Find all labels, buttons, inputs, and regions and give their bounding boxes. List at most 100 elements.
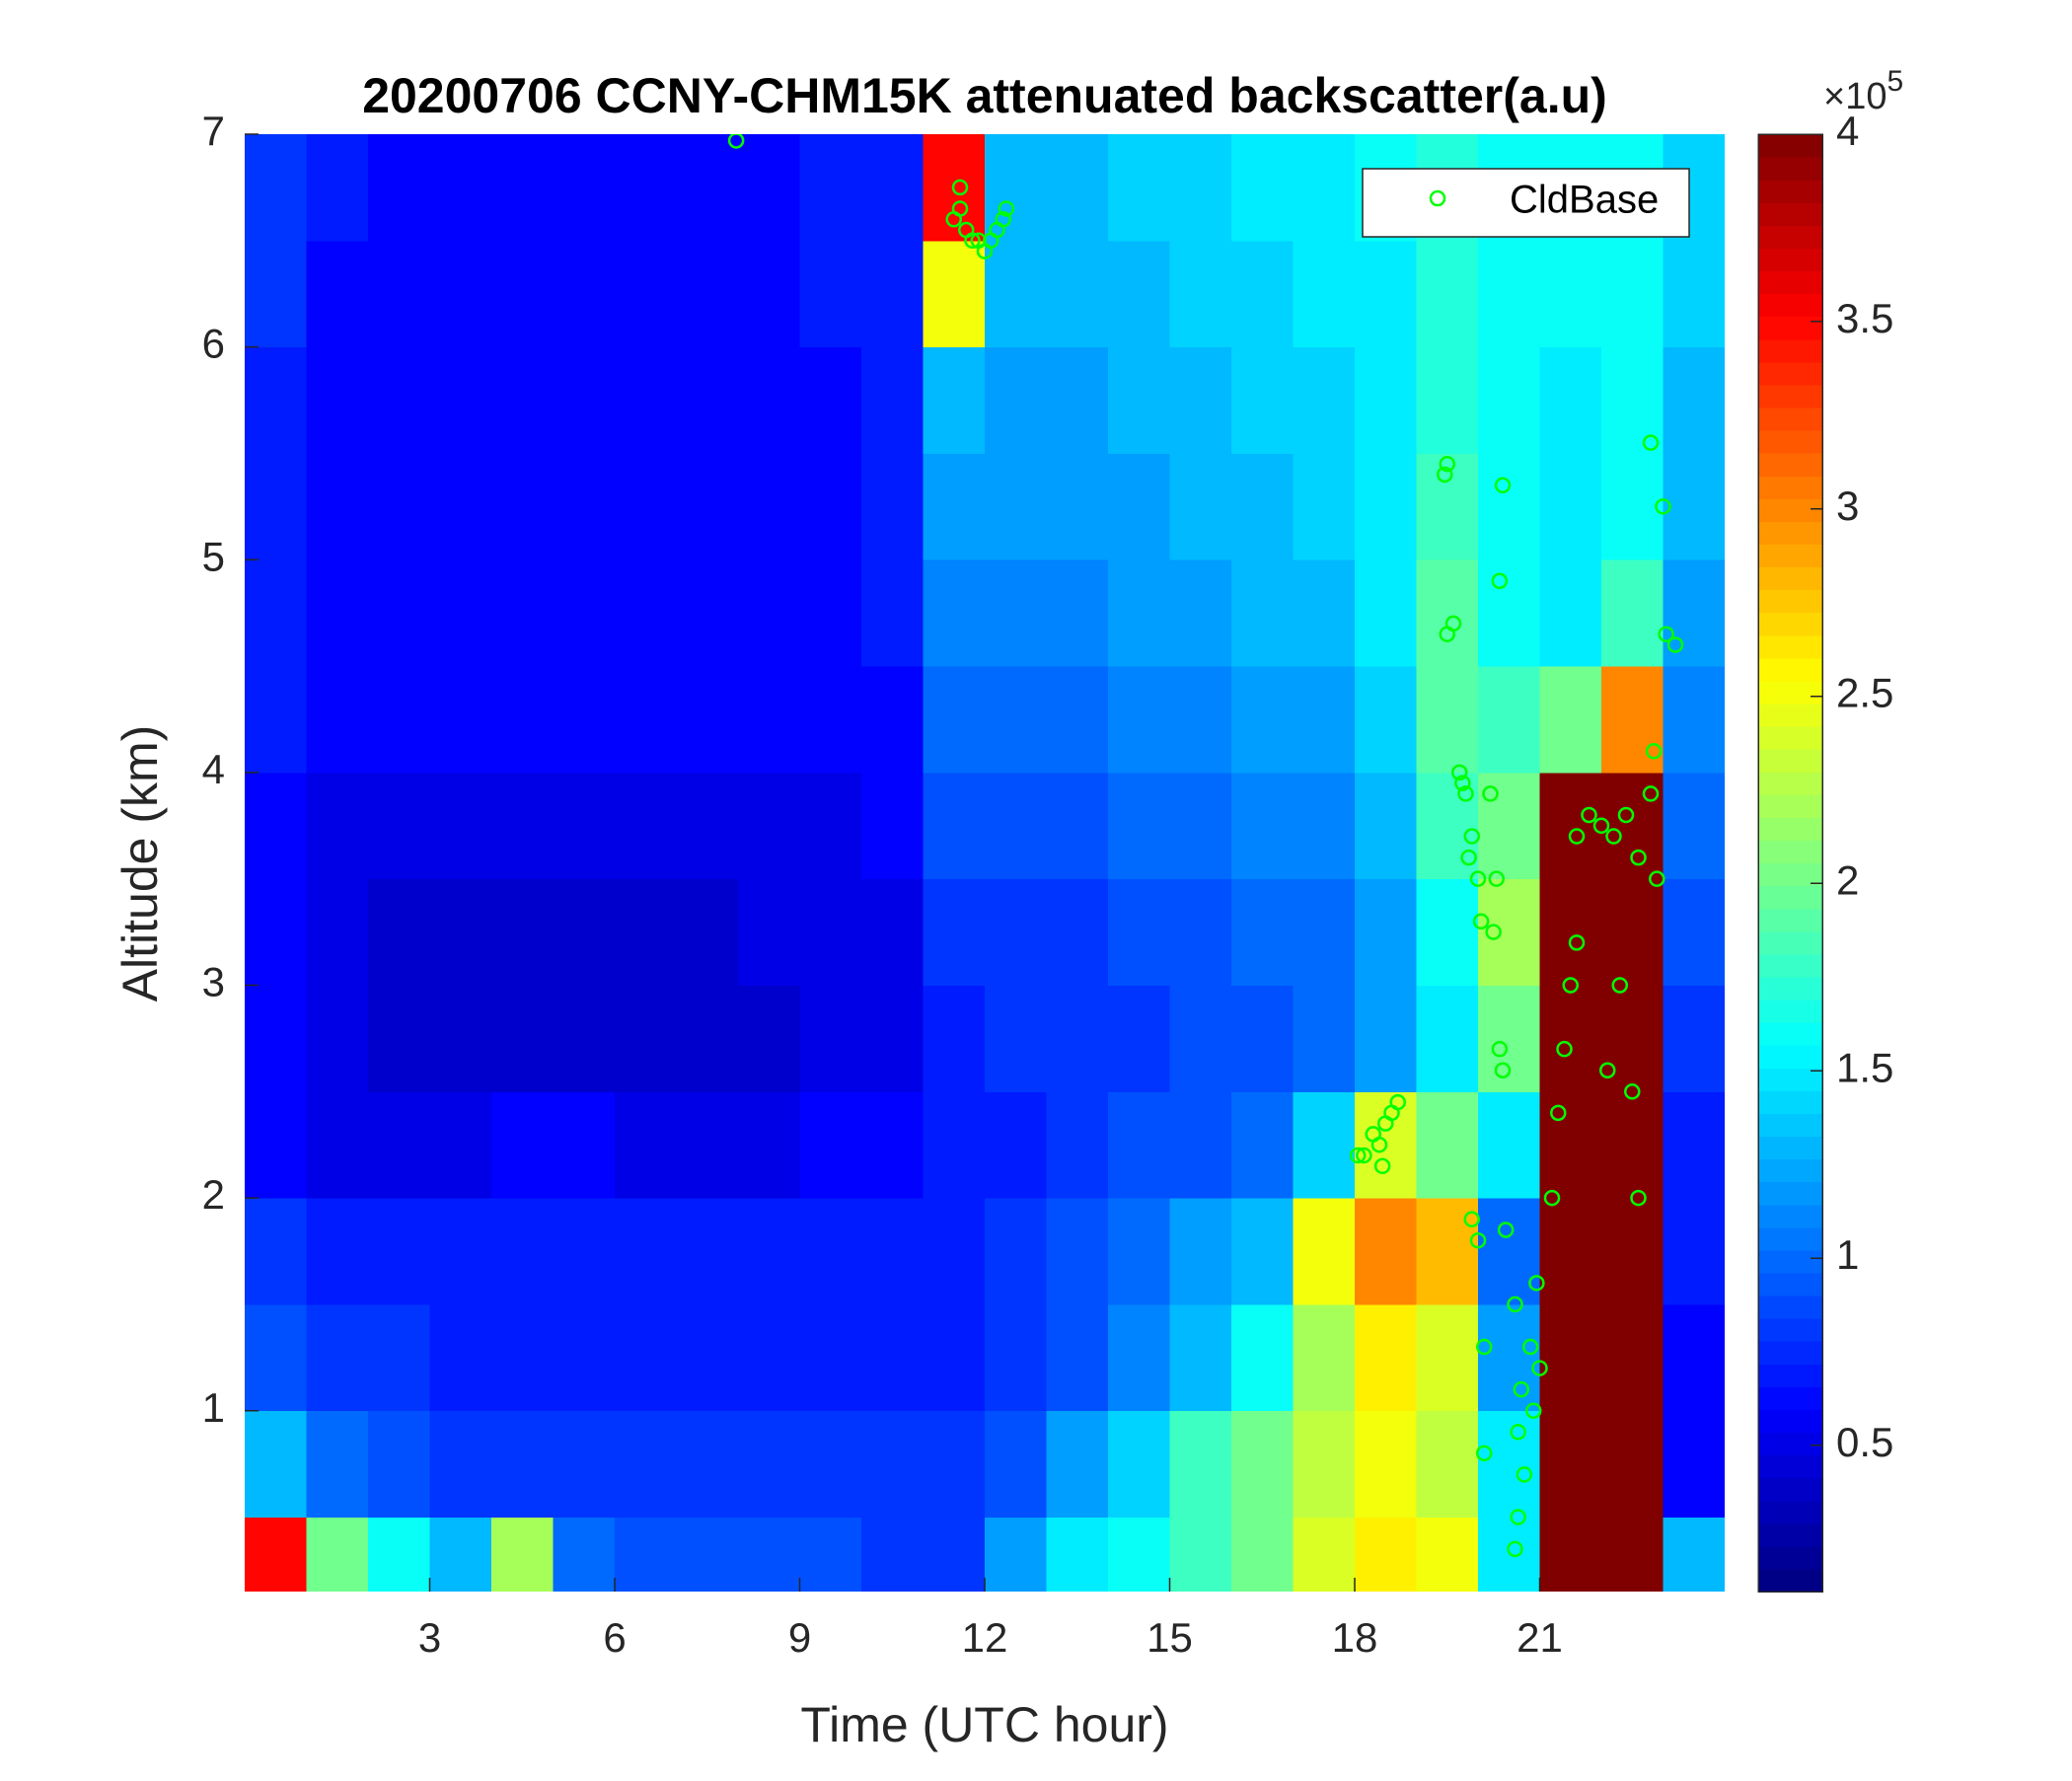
heatmap-cell bbox=[245, 985, 307, 1092]
heatmap-cell bbox=[491, 1303, 554, 1412]
heatmap-cell bbox=[861, 1303, 924, 1412]
colorbar-band bbox=[1758, 589, 1822, 614]
heatmap-cell bbox=[429, 346, 492, 454]
heatmap-cell bbox=[923, 878, 986, 986]
cloud-base-point bbox=[1592, 817, 1610, 835]
heatmap-cell bbox=[615, 1517, 677, 1592]
heatmap-cell bbox=[245, 240, 307, 348]
heatmap-cell bbox=[799, 1198, 862, 1305]
heatmap-cell bbox=[245, 1091, 307, 1199]
cloud-base-point bbox=[1550, 1104, 1567, 1122]
heatmap-cell bbox=[1231, 134, 1294, 242]
heatmap-cell bbox=[306, 878, 369, 986]
heatmap-cell bbox=[738, 1410, 800, 1519]
cloud-base-point bbox=[1599, 1062, 1616, 1078]
heatmap-cell bbox=[306, 1091, 369, 1199]
heatmap-cell bbox=[1539, 1303, 1602, 1412]
heatmap-cell bbox=[1231, 240, 1294, 348]
heatmap-cell bbox=[368, 346, 430, 454]
heatmap-cell bbox=[491, 1198, 554, 1305]
heatmap-cell bbox=[1355, 985, 1417, 1092]
heatmap-cell bbox=[1355, 1303, 1417, 1412]
heatmap-cell bbox=[985, 346, 1047, 454]
heatmap-cell bbox=[861, 1091, 924, 1199]
cloud-base-point bbox=[1642, 434, 1660, 451]
y-tick-label: 7 bbox=[202, 108, 225, 154]
heatmap-cell bbox=[1601, 1303, 1664, 1412]
heatmap-cell bbox=[1663, 240, 1725, 348]
heatmap-cell bbox=[1416, 985, 1479, 1092]
heatmap-cell bbox=[1539, 772, 1602, 880]
heatmap-cell bbox=[861, 346, 924, 454]
heatmap-cell bbox=[306, 1517, 369, 1592]
cloud-base-point bbox=[1543, 1189, 1561, 1207]
cloud-base-point bbox=[1437, 466, 1453, 483]
heatmap-cell bbox=[985, 878, 1047, 986]
heatmap-cell bbox=[1293, 666, 1356, 774]
heatmap-cell bbox=[1046, 134, 1109, 242]
heatmap-cell bbox=[738, 985, 800, 1092]
cloud-base-point bbox=[1494, 477, 1512, 494]
heatmap-cell bbox=[1355, 559, 1417, 667]
colorbar-band bbox=[1758, 1158, 1822, 1183]
heatmap-cell bbox=[1231, 1517, 1294, 1592]
heatmap-cell bbox=[1293, 985, 1356, 1092]
heatmap-cell bbox=[799, 559, 862, 667]
colorbar-band bbox=[1758, 1272, 1822, 1297]
heatmap-cell bbox=[429, 1410, 492, 1519]
y-tick-label: 2 bbox=[202, 1171, 225, 1218]
heatmap-cell bbox=[738, 1303, 800, 1412]
colorbar-band bbox=[1758, 1090, 1822, 1114]
heatmap-cell bbox=[306, 772, 369, 880]
heatmap-cell bbox=[676, 1410, 739, 1519]
cloud-base-point bbox=[1666, 636, 1684, 653]
heatmap-cell bbox=[429, 240, 492, 348]
cloud-base-point bbox=[1444, 615, 1462, 632]
heatmap-cell bbox=[1478, 346, 1540, 454]
heatmap-cell bbox=[306, 240, 369, 348]
colorbar-band bbox=[1758, 772, 1822, 795]
heatmap-cell bbox=[245, 134, 307, 242]
colorbar-band bbox=[1758, 361, 1822, 386]
colorbar-band bbox=[1758, 976, 1822, 1001]
heatmap-cell bbox=[1169, 559, 1232, 667]
heatmap-cell bbox=[1663, 1091, 1725, 1199]
heatmap-cell bbox=[1416, 1091, 1479, 1199]
heatmap-cell bbox=[1169, 1198, 1232, 1305]
heatmap-cell bbox=[1663, 346, 1725, 454]
cloud-base-point bbox=[1482, 785, 1499, 802]
heatmap-cell bbox=[615, 453, 677, 560]
heatmap-cell bbox=[861, 985, 924, 1092]
heatmap-cell bbox=[861, 134, 924, 242]
heatmap-cell bbox=[985, 772, 1047, 880]
heatmap-cell bbox=[985, 1303, 1047, 1412]
legend-marker bbox=[1429, 189, 1446, 207]
colorbar-tick-label: 3.5 bbox=[1836, 295, 1893, 341]
heatmap-cell bbox=[1416, 1410, 1479, 1519]
heatmap-cell bbox=[1293, 346, 1356, 454]
heatmap-cell bbox=[1293, 134, 1356, 242]
heatmap-cell bbox=[985, 1198, 1047, 1305]
heatmap-cell bbox=[1108, 134, 1170, 242]
colorbar-band bbox=[1758, 1500, 1822, 1524]
heatmap-cell bbox=[676, 772, 739, 880]
heatmap-cell bbox=[1293, 453, 1356, 560]
heatmap-cell bbox=[1293, 1410, 1356, 1519]
heatmap-cell bbox=[1478, 1410, 1540, 1519]
heatmap-cell bbox=[368, 985, 430, 1092]
cloud-base-point bbox=[964, 232, 981, 250]
heatmap-cell bbox=[368, 666, 430, 774]
colorbar-band bbox=[1758, 498, 1822, 522]
heatmap-cell bbox=[1416, 772, 1479, 880]
heatmap-cell bbox=[306, 1198, 369, 1305]
heatmap-cell bbox=[491, 878, 554, 986]
cloud-base-point bbox=[1439, 455, 1455, 473]
heatmap-cell bbox=[923, 1091, 986, 1199]
colorbar-band bbox=[1758, 657, 1822, 682]
heatmap-cell bbox=[1108, 1410, 1170, 1519]
heatmap-cell bbox=[491, 985, 554, 1092]
heatmap-cell bbox=[368, 453, 430, 560]
heatmap-cell bbox=[1046, 453, 1109, 560]
cloud-base-point bbox=[1528, 1275, 1545, 1292]
heatmap-cell bbox=[799, 985, 862, 1092]
